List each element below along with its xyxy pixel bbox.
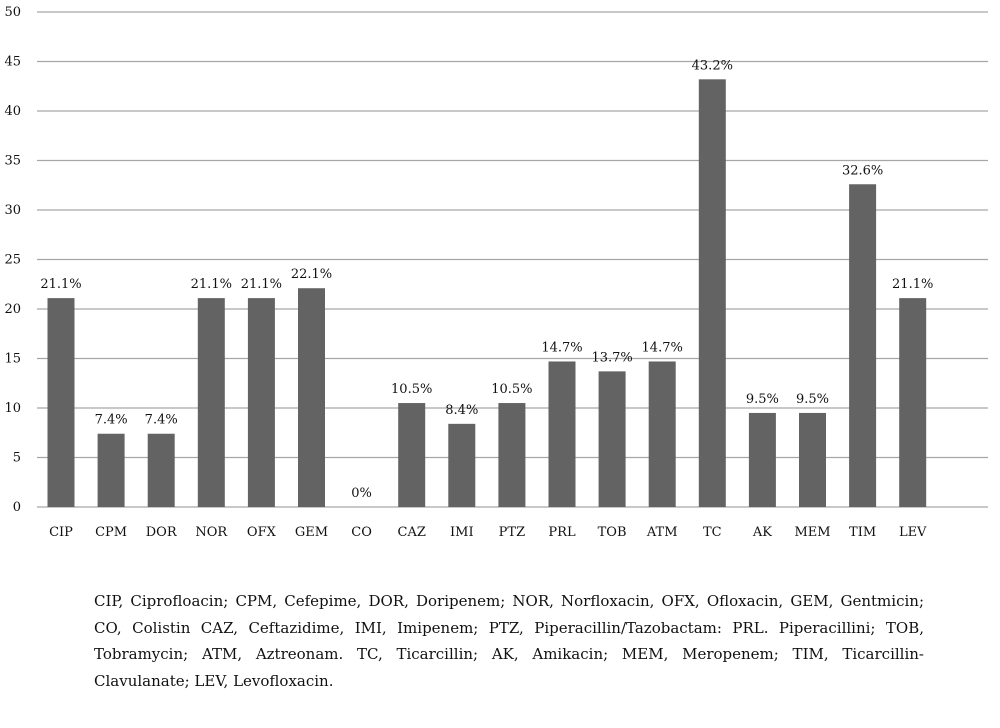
bar xyxy=(247,298,275,507)
bar xyxy=(498,403,526,507)
x-tick-label: OFX xyxy=(247,525,277,540)
x-tick-label: AK xyxy=(752,525,772,540)
x-tick-label: LEV xyxy=(899,525,927,540)
x-tick-label: CO xyxy=(351,525,372,540)
x-tick-label: CIP xyxy=(49,525,73,540)
y-tick-label: 45 xyxy=(4,55,21,70)
x-tick-label: PRL xyxy=(548,525,576,540)
data-label: 7.4% xyxy=(145,413,178,428)
x-axis-tick-labels: CIP CPM DOR NOR OFX GEM CO CAZ IMI PTZ PRL TOB ATM TC… xyxy=(49,525,927,540)
bar xyxy=(298,288,325,507)
data-label: 21.1% xyxy=(191,277,232,292)
data-label: 7.4% xyxy=(95,413,128,428)
y-tick-label: 50 xyxy=(4,5,21,20)
x-tick-label: TOB xyxy=(598,525,627,540)
bar xyxy=(47,298,75,507)
bar xyxy=(849,184,877,507)
y-tick-label: 0 xyxy=(13,500,21,515)
data-label: 21.1% xyxy=(40,277,81,292)
y-tick-label: 30 xyxy=(4,203,21,218)
x-tick-label: NOR xyxy=(195,525,228,540)
y-tick-label: 40 xyxy=(4,104,21,119)
data-label: 22.1% xyxy=(291,267,332,282)
data-label: 21.1% xyxy=(892,277,933,292)
bar xyxy=(398,403,426,507)
bar xyxy=(799,412,826,507)
bar xyxy=(648,361,676,507)
x-tick-label: PTZ xyxy=(499,525,525,540)
data-label: 9.5% xyxy=(796,392,829,407)
data-labels: 21.1% 7.4% 7.4% 21.1% 21.1% 22.1% 0% 10.5% 8.4% 1… xyxy=(40,58,933,501)
bar xyxy=(598,371,626,507)
y-tick-label: 20 xyxy=(4,302,21,317)
bar xyxy=(147,433,175,507)
data-label: 8.4% xyxy=(445,403,478,418)
data-label: 9.5% xyxy=(746,392,779,407)
x-tick-label: IMI xyxy=(450,525,474,540)
y-tick-label: 10 xyxy=(4,401,21,416)
bar xyxy=(748,412,776,507)
x-tick-label: MEM xyxy=(794,525,830,540)
figure-caption: CIP, Ciprofloacin; CPM, Cefepime, DOR, D… xyxy=(94,592,924,690)
bar xyxy=(97,433,125,507)
data-label: 10.5% xyxy=(491,382,532,397)
data-label: 10.5% xyxy=(391,382,432,397)
x-tick-label: DOR xyxy=(146,525,178,540)
bar xyxy=(448,423,476,507)
x-tick-label: CPM xyxy=(95,525,127,540)
x-tick-label: GEM xyxy=(295,525,328,540)
bar xyxy=(197,298,225,507)
y-tick-label: 35 xyxy=(4,154,21,169)
bar xyxy=(548,361,576,507)
bars xyxy=(47,79,927,507)
data-label: 21.1% xyxy=(241,277,282,292)
data-label: 13.7% xyxy=(591,350,632,365)
x-tick-label: CAZ xyxy=(398,525,426,540)
data-label: 0% xyxy=(351,486,372,501)
data-label: 14.7% xyxy=(541,340,582,355)
y-tick-label: 25 xyxy=(4,253,21,268)
y-tick-label: 15 xyxy=(4,352,21,367)
x-tick-label: TIM xyxy=(849,525,876,540)
data-label: 14.7% xyxy=(642,340,683,355)
gridlines xyxy=(37,11,988,508)
bar xyxy=(899,298,927,507)
data-label: 43.2% xyxy=(692,58,733,73)
y-axis-tick-labels: 0 5 10 15 20 25 30 35 40 45 50 xyxy=(4,5,21,515)
x-tick-label: ATM xyxy=(646,525,678,540)
bar xyxy=(698,79,726,507)
x-tick-label: TC xyxy=(703,525,722,540)
data-label: 32.6% xyxy=(842,163,883,178)
y-tick-label: 5 xyxy=(13,451,21,466)
